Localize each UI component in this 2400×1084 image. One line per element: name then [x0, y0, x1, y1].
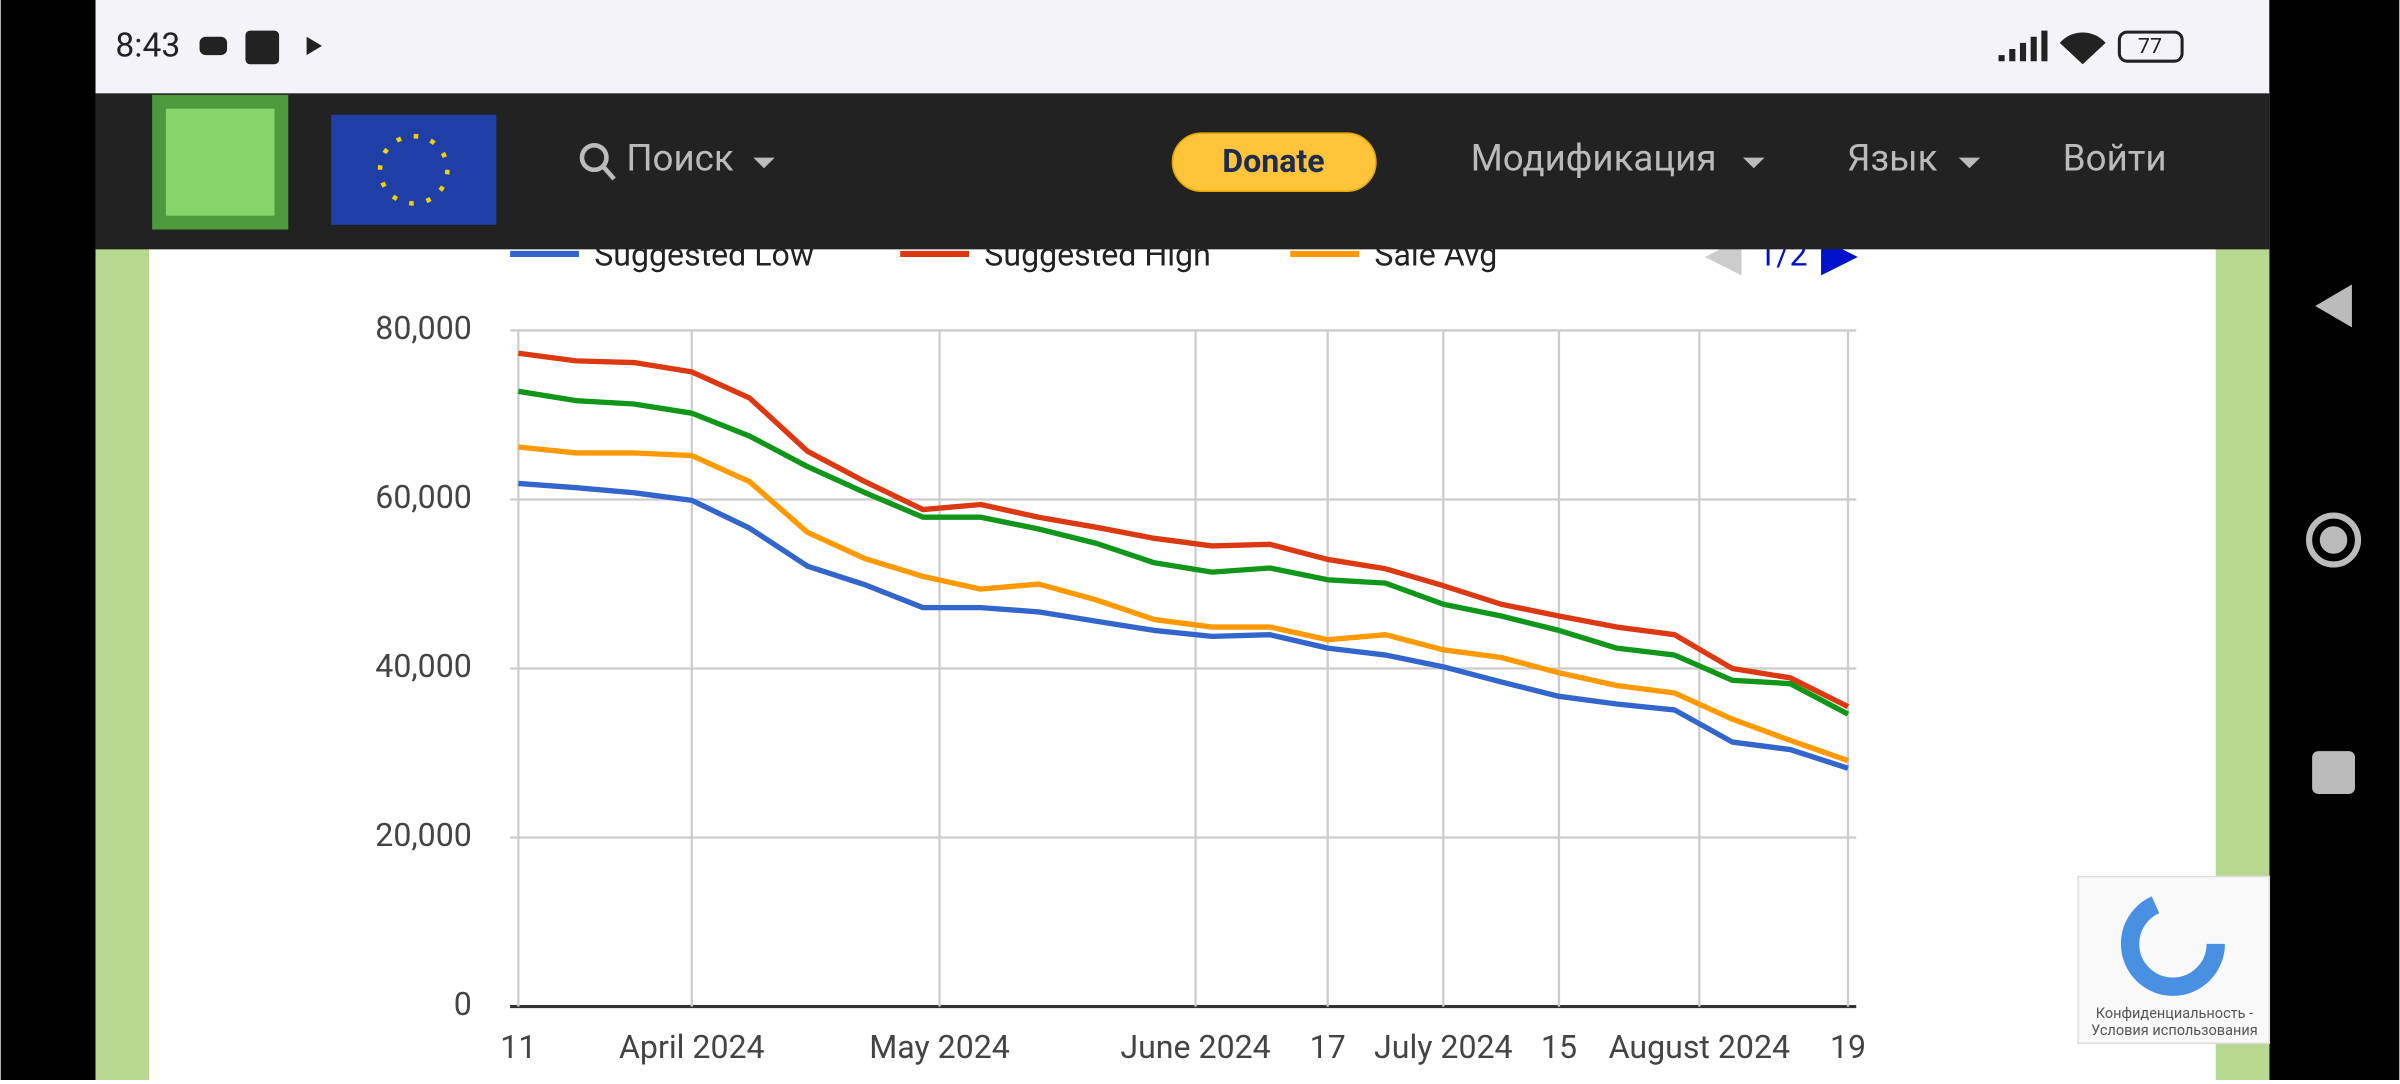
y-tick-label: 0	[454, 985, 472, 1023]
recaptcha-logo	[2120, 891, 2225, 996]
donate-label: Donate	[1222, 142, 1324, 180]
recaptcha-text: Условия использования	[2091, 1022, 2258, 1039]
side-green	[95, 244, 150, 1080]
donate-button[interactable]	[1171, 132, 1377, 192]
chart: 0 20,000 40,000 60,000 80,000 11 April 2024 May…	[375, 235, 1866, 1065]
y-tick-label: 20,000	[375, 816, 472, 854]
x-tick-label: July 2024	[1374, 1028, 1513, 1066]
status-icon	[245, 30, 280, 65]
series-line	[518, 444, 1849, 764]
battery-level: 77	[2138, 34, 2162, 59]
caret	[753, 157, 775, 169]
page-body	[95, 91, 2270, 1080]
home-button[interactable]	[2306, 512, 2362, 568]
x-tick-label: May 2024	[869, 1028, 1010, 1066]
eu-stars	[377, 133, 450, 206]
recaptcha-text: Конфиденциальность -	[2096, 1005, 2253, 1022]
wifi-icon	[2059, 32, 2106, 65]
x-tick-label: 17	[1310, 1028, 1346, 1066]
nav-lang[interactable]: Язык	[1847, 136, 1938, 179]
status-icon	[199, 36, 228, 56]
x-tick-label: 15	[1541, 1028, 1577, 1066]
back-button[interactable]	[2315, 284, 2352, 328]
x-tick-label: April 2024	[619, 1028, 765, 1066]
y-tick-label: 60,000	[375, 478, 472, 516]
time: 8:43	[115, 26, 180, 65]
nav-login[interactable]: Войти	[2063, 136, 2167, 179]
nav-mod[interactable]: Модификация	[1471, 136, 1717, 179]
home-button-dot	[2319, 526, 2348, 554]
search-icon	[601, 165, 616, 181]
series-line	[518, 480, 1849, 771]
x-tick-label: 11	[500, 1028, 536, 1066]
y-tick-label: 80,000	[375, 309, 472, 347]
series-line	[517, 350, 1850, 709]
status-bar	[95, 0, 2270, 94]
signal-icon	[1998, 30, 2048, 62]
nav-search[interactable]: Поиск	[626, 136, 734, 179]
x-tick-label: August 2024	[1609, 1028, 1790, 1066]
search-icon	[579, 143, 609, 173]
recaptcha[interactable]	[2077, 875, 2271, 1045]
battery-icon	[2117, 30, 2184, 63]
series-line	[517, 388, 1850, 717]
logo-inner	[165, 108, 275, 216]
caret	[1743, 157, 1765, 169]
x-tick-label: 19	[1830, 1028, 1866, 1066]
caret	[1958, 157, 1981, 169]
y-tick-label: 40,000	[375, 647, 472, 685]
eu-flag[interactable]	[331, 114, 497, 225]
x-tick-label: June 2024	[1120, 1028, 1270, 1066]
recents-button[interactable]	[2312, 751, 2355, 794]
status-icon	[306, 36, 322, 56]
